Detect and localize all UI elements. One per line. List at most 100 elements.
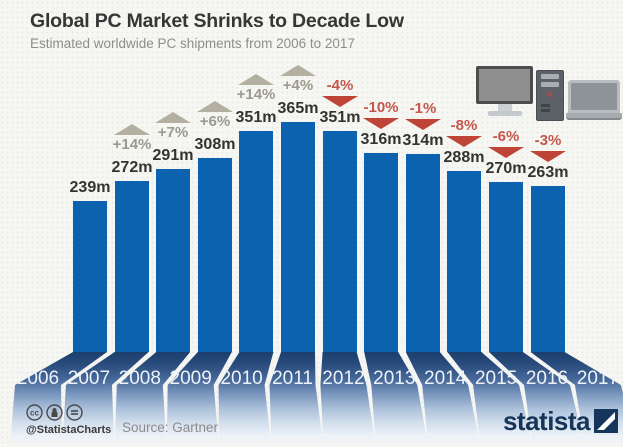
band-column-2016 [489, 352, 585, 447]
tower-pc-icon: ✳ [536, 70, 564, 121]
pct-change-2010: +14% [216, 74, 296, 103]
bar-2016 [489, 182, 523, 352]
band-column-2011 [269, 352, 324, 447]
year-label-2011: 2011 [272, 368, 313, 389]
bar-2007 [115, 181, 149, 352]
down-triangle-icon [446, 136, 482, 147]
year-label-2015: 2015 [475, 368, 517, 389]
pct-change-2017: -3% [508, 133, 588, 162]
value-label-2013: 316m [360, 131, 402, 148]
value-label-2016: 270m [485, 160, 527, 177]
pct-change-text: -1% [409, 100, 437, 117]
pct-change-2013: -10% [341, 100, 421, 129]
pct-change-2016: -6% [466, 129, 546, 158]
pct-change-2009: +6% [175, 101, 255, 130]
bar-2014 [406, 154, 440, 352]
year-label-2010: 2010 [220, 368, 262, 389]
bar-2011 [281, 122, 315, 352]
statista-logo-mark [594, 409, 618, 433]
bar-2017 [531, 186, 565, 352]
pct-change-text: +7% [157, 124, 189, 141]
band-column-2008 [114, 352, 191, 447]
up-triangle-icon [197, 101, 233, 112]
statista-logo-text: statista [502, 406, 591, 436]
up-triangle-icon [114, 124, 150, 135]
band-column-2013 [364, 352, 429, 447]
pct-change-text: -6% [492, 128, 520, 145]
pct-change-2015: -8% [424, 118, 504, 147]
pct-change-text: -4% [326, 77, 354, 94]
up-triangle-icon [280, 65, 316, 76]
year-label-2016: 2016 [526, 368, 568, 389]
chart-title: Global PC Market Shrinks to Decade Low [30, 10, 404, 32]
bar-2009 [198, 158, 232, 352]
up-triangle-icon [238, 74, 274, 85]
bar-chart-area: ✳ 239m 272m +14% 291m +7% 308m +6% 351m +14% 365m… [69, 64, 622, 352]
pct-change-2014: -1% [383, 101, 463, 130]
cc-license-icons: cc [26, 404, 83, 421]
value-label-2007: 272m [111, 159, 153, 176]
bar-2010 [239, 131, 273, 352]
pct-change-text: +14% [112, 136, 152, 153]
year-label-2013: 2013 [373, 368, 415, 389]
chart-footer: cc @StatistaCharts Source: Gartner stati… [0, 401, 623, 447]
cc-icon: cc [26, 404, 43, 421]
value-label-2011: 365m [277, 100, 319, 117]
year-label-2009: 2009 [170, 368, 212, 389]
laptop-icon [566, 80, 622, 120]
statista-charts-handle: @StatistaCharts [26, 424, 112, 436]
year-label-2008: 2008 [119, 368, 161, 389]
up-triangle-icon [155, 112, 191, 123]
value-label-2008: 291m [152, 147, 194, 164]
value-label-2014: 314m [402, 132, 444, 149]
band-column-2012 [320, 352, 376, 447]
year-label-2017: 2017 [577, 368, 619, 389]
year-label-2014: 2014 [424, 368, 467, 389]
cc-nd-equals-icon [66, 404, 83, 421]
pct-change-text: +14% [236, 86, 276, 103]
value-label-2012: 351m [319, 109, 361, 126]
pct-change-text: +6% [199, 113, 231, 130]
band-column-2014 [405, 352, 481, 447]
pct-change-text: -8% [450, 117, 478, 134]
band-column-2007 [62, 352, 149, 447]
value-label-2017: 263m [527, 164, 569, 181]
pct-change-2011: +4% [258, 65, 338, 94]
band-column-2015 [447, 352, 533, 447]
pct-change-2008: +7% [133, 112, 213, 141]
bar-2008 [156, 169, 190, 352]
band-column-2006 [10, 352, 107, 447]
down-triangle-icon [405, 119, 441, 130]
pct-change-text: +4% [282, 77, 314, 94]
value-label-2015: 288m [443, 149, 485, 166]
statista-logo: statista [503, 408, 618, 434]
svg-text:cc: cc [30, 409, 39, 418]
bar-2013 [364, 153, 398, 352]
fan-glyph: ✳ [545, 89, 555, 101]
down-triangle-icon [363, 118, 399, 129]
bar-2015 [447, 171, 481, 352]
pct-change-2012: -4% [300, 78, 380, 107]
chart-subtitle: Estimated worldwide PC shipments from 20… [30, 36, 355, 51]
year-label-2006: 2006 [17, 368, 59, 389]
value-label-2009: 308m [194, 136, 236, 153]
bar-2012 [323, 131, 357, 352]
pct-change-text: -10% [363, 99, 399, 116]
down-triangle-icon [322, 96, 358, 107]
bar-2006 [73, 201, 107, 352]
value-label-2010: 351m [235, 109, 277, 126]
band-column-2010 [218, 352, 274, 447]
down-triangle-icon [488, 147, 524, 158]
year-label-2012: 2012 [322, 368, 364, 389]
value-label-2006: 239m [69, 179, 111, 196]
down-triangle-icon [530, 151, 566, 162]
pct-change-text: -3% [534, 132, 562, 149]
desktop-monitor-icon [476, 66, 533, 116]
year-label-2007: 2007 [68, 368, 110, 389]
pct-change-2007: +14% [92, 124, 172, 153]
cc-by-person-icon [46, 404, 63, 421]
source-attribution: Source: Gartner [122, 420, 219, 435]
pc-devices-illustration: ✳ [474, 64, 622, 122]
band-column-2009 [166, 352, 232, 447]
